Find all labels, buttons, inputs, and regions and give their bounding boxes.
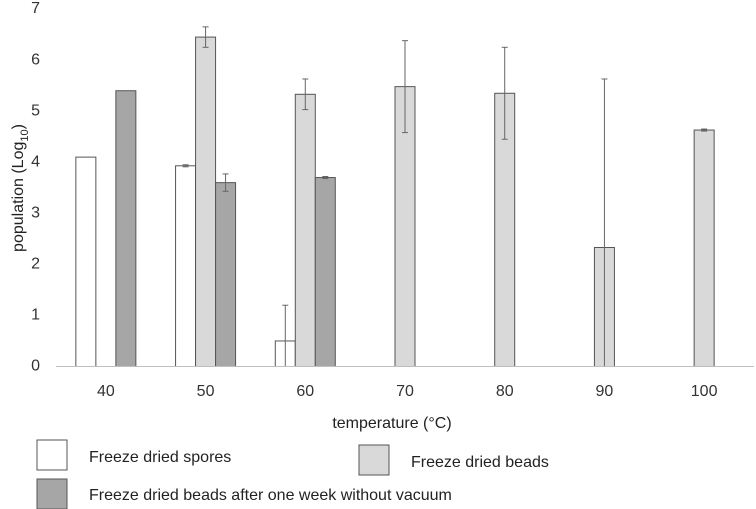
error-bar: [302, 78, 309, 111]
bar: [693, 129, 715, 367]
legend-label: Freeze dried beads: [411, 454, 549, 471]
bar: [294, 93, 316, 368]
bar: [195, 36, 217, 367]
x-tick-labels: 40 50 60 70 80 90 100: [97, 383, 718, 400]
error-bar: [202, 26, 209, 48]
legend-swatch: [358, 444, 390, 476]
legend-item: Freeze dried beads: [358, 444, 549, 476]
bar: [215, 182, 237, 367]
x-tick-label: 80: [496, 383, 514, 400]
x-tick-label: 100: [691, 383, 718, 400]
y-tick-label: 1: [31, 307, 40, 324]
legend-item: Freeze dried beads after one week withou…: [36, 478, 452, 509]
x-tick-label: 40: [97, 383, 115, 400]
y-tick-label: 3: [31, 205, 40, 222]
legend-swatch: [36, 478, 68, 509]
y-tick-label: 6: [31, 51, 40, 68]
legend-label: Freeze dried spores: [89, 449, 231, 466]
bar: [175, 165, 197, 367]
error-bar: [182, 164, 189, 168]
error-bar: [322, 176, 329, 180]
y-tick-label: 7: [31, 0, 40, 17]
bar: [115, 90, 137, 367]
bars: [75, 36, 715, 368]
x-tick-label: 70: [396, 383, 414, 400]
legend-item: Freeze dried spores: [36, 439, 231, 471]
y-tick-label: 5: [31, 102, 40, 119]
error-bar: [701, 128, 708, 132]
x-tick-label: 60: [296, 383, 314, 400]
x-axis-label: temperature (°C): [332, 415, 451, 432]
y-axis-label: population (Log10): [10, 124, 31, 252]
error-bar: [501, 46, 508, 140]
bar: [314, 177, 336, 367]
legend-label: Freeze dried beads after one week withou…: [89, 487, 452, 504]
error-bar: [402, 40, 408, 134]
y-tick-label: 2: [31, 256, 40, 273]
bar: [75, 156, 97, 367]
x-tick-label: 50: [197, 383, 215, 400]
y-tick-label: 0: [31, 358, 40, 375]
y-tick-label: 4: [31, 153, 40, 170]
legend: Freeze dried spores Freeze dried beads Fre…: [36, 439, 549, 509]
x-tick-label: 90: [596, 383, 614, 400]
error-bars: [182, 26, 708, 367]
legend-swatch: [36, 439, 68, 471]
error-bar: [222, 173, 229, 192]
svg-text:population (Log10): population (Log10): [10, 124, 31, 252]
y-tick-labels: 0 1 2 3 4 5 6 7: [31, 0, 40, 375]
